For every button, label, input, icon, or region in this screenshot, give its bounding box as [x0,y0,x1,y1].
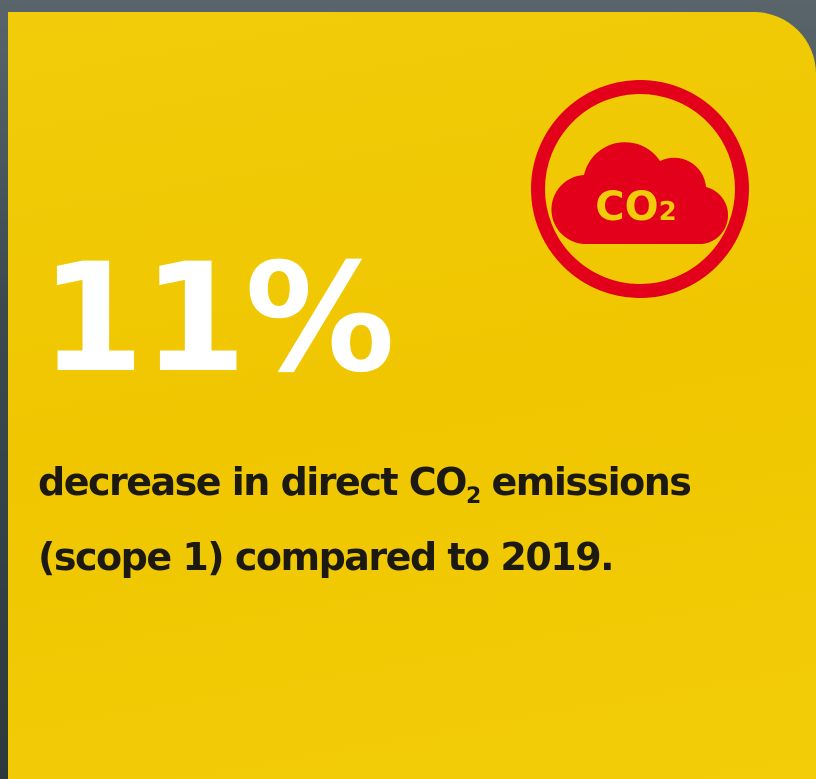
co2-icon: CO2 [531,80,749,298]
description-subscript: 2 [465,484,481,509]
icon-subscript: 2 [659,197,677,227]
description-text: decrease in direct CO [38,460,467,504]
icon-ring [531,80,749,298]
stat-card: CO2 11% decrease in direct CO2 emissions… [8,12,816,779]
description: decrease in direct CO2 emissions (scope 1… [38,452,692,587]
icon-cloud [551,142,729,245]
description-text: emissions [479,460,691,504]
icon-label: CO2 [595,184,676,230]
headline: 11% [40,232,395,406]
description-text: (scope 1) compared to 2019. [38,535,615,579]
icon-label-text: CO [595,184,658,230]
